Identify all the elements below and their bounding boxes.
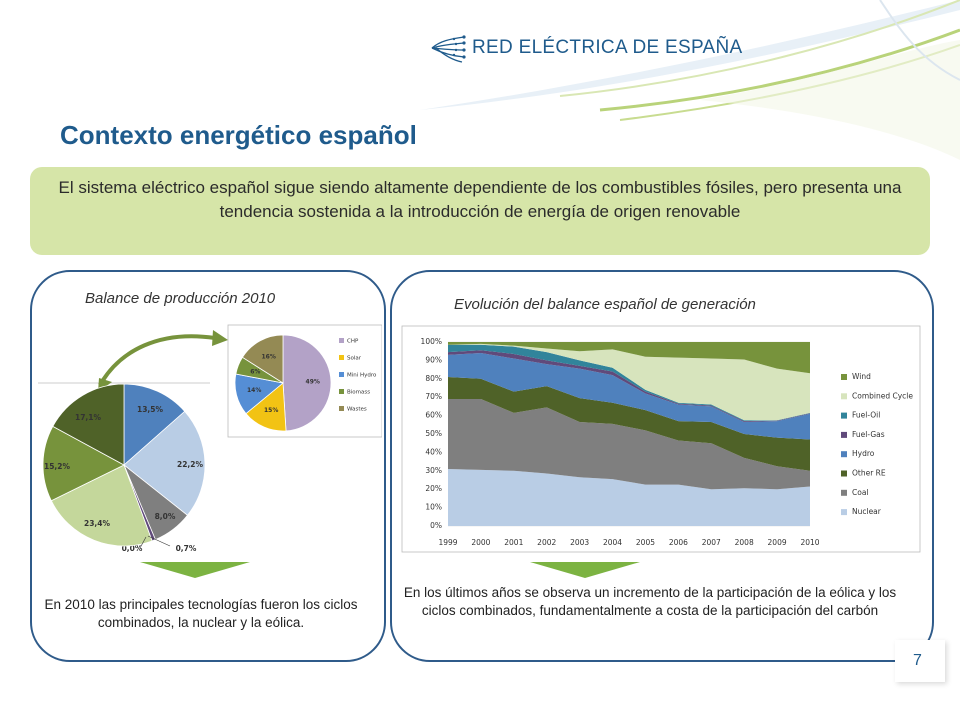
inset-pie-slice-label: 6% <box>250 369 260 376</box>
main-pie-slice-label: 23,4% <box>84 519 111 528</box>
main-pie-slice-label: 15,2% <box>44 462 71 471</box>
area-xtick-label: 2001 <box>504 538 523 547</box>
area-xtick-label: 2004 <box>603 538 622 547</box>
area-ytick-label: 80% <box>425 374 442 383</box>
area-legend-label: Nuclear <box>852 507 882 516</box>
curved-arrow-head <box>212 330 228 346</box>
area-legend-swatch <box>841 489 847 496</box>
area-ytick-label: 40% <box>425 447 442 456</box>
inset-legend-swatch <box>339 389 344 394</box>
logo-text: RED ELÉCTRICA DE ESPAÑA <box>472 37 743 58</box>
red-electrica-logo-icon <box>431 35 466 63</box>
inset-legend-swatch <box>339 372 344 377</box>
inset-legend-swatch <box>339 338 344 343</box>
area-series-coal <box>448 399 810 490</box>
area-ytick-label: 90% <box>425 355 442 364</box>
area-legend-label: Combined Cycle <box>852 391 913 400</box>
area-series-other-re <box>448 376 810 471</box>
main-pie-slice-label: 0,0% <box>122 544 143 553</box>
area-xtick-label: 2007 <box>702 538 721 547</box>
area-ytick-label: 100% <box>421 337 442 346</box>
area-xtick-label: 1999 <box>438 538 457 547</box>
area-legend-swatch <box>841 451 847 458</box>
pie-leader-line <box>139 536 147 549</box>
area-xtick-label: 2008 <box>735 538 754 547</box>
area-ytick-label: 30% <box>425 466 442 475</box>
area-xtick-label: 2003 <box>570 538 589 547</box>
area-legend-label: Other RE <box>852 469 886 478</box>
inset-pie-slice <box>282 334 332 432</box>
area-xtick-label: 2002 <box>537 538 556 547</box>
inset-pie-slice-label: 15% <box>264 407 278 414</box>
area-legend-label: Coal <box>852 488 869 497</box>
area-legend-swatch <box>841 509 847 516</box>
area-legend-label: Fuel-Gas <box>852 430 885 439</box>
company-logo: RED ELÉCTRICA DE ESPAÑA <box>430 28 743 68</box>
area-legend-label: Fuel-Oil <box>852 411 880 420</box>
page-title: Contexto energético español <box>60 120 417 150</box>
main-pie-slice <box>123 383 186 466</box>
area-legend-swatch <box>841 374 847 380</box>
area-legend-swatch <box>841 470 847 477</box>
area-legend-label: Wind <box>852 372 871 381</box>
main-pie-slice <box>52 383 125 466</box>
area-ytick-label: 50% <box>425 429 442 438</box>
inset-legend-label: Mini Hydro <box>347 373 377 379</box>
summary-banner <box>30 167 930 255</box>
area-xtick-label: 2009 <box>768 538 787 547</box>
area-series-wind <box>448 342 810 374</box>
main-pie-slice-label: 22,2% <box>177 460 204 469</box>
area-ytick-label: 0% <box>430 521 442 530</box>
generation-area-chart: 0% 10% 20% 30% 40% 50% 60% 70% 80% 90% 100% 1999 20… <box>401 325 921 553</box>
inset-pie-slice <box>241 334 284 384</box>
inset-pie-slice-label: 16% <box>261 353 275 360</box>
area-ytick-label: 70% <box>425 392 442 401</box>
summary-text: El sistema eléctrico español sigue siend… <box>58 178 902 221</box>
production-pie-charts: 13,5% 22,2% 8,0% 0,7% 0,0% 23,4% 15,2% 17,1% 49… <box>38 324 382 553</box>
left-panel-caption: En 2010 las principales tecnologías fuer… <box>44 597 358 630</box>
main-pie-slice <box>123 410 206 516</box>
area-xtick-label: 2005 <box>636 538 655 547</box>
pie-leader-line <box>147 535 171 547</box>
main-pie-slice <box>42 425 125 502</box>
main-pie: 13,5% 22,2% 8,0% 0,7% 0,0% 23,4% 15,2% 17,1% <box>42 383 206 553</box>
area-series-nuclear <box>448 468 810 526</box>
right-panel-caption: En los últimos años se observa un increm… <box>403 585 897 618</box>
area-legend-swatch <box>841 412 847 419</box>
right-panel-title: Evolución del balance español de generac… <box>454 296 756 313</box>
main-pie-slice-label: 0,7% <box>176 544 197 553</box>
inset-pie-slice-label: 14% <box>247 387 261 394</box>
area-xtick-label: 2000 <box>471 538 490 547</box>
area-series-combined-cycle <box>448 343 810 421</box>
inset-legend-label: Solar <box>347 356 362 362</box>
inset-pie-legend: CHP Solar Mini Hydro Biomass Wastes <box>339 338 377 413</box>
inset-legend-swatch <box>339 355 344 360</box>
area-ytick-label: 20% <box>425 484 442 493</box>
area-series-hydro <box>448 353 810 440</box>
inset-pie: 49% 15% 14% 6% 16% <box>234 334 332 432</box>
main-pie-slice-label: 8,0% <box>155 512 176 521</box>
area-legend-label: Hydro <box>852 449 875 458</box>
area-xtick-label: 2010 <box>800 538 819 547</box>
inset-legend-swatch <box>339 406 344 411</box>
area-ytick-label: 10% <box>425 503 442 512</box>
area-legend-swatch <box>841 431 847 438</box>
inset-pie-slice-label: 49% <box>306 379 320 386</box>
right-arrow-down <box>530 562 640 578</box>
main-pie-slice-label: 13,5% <box>137 405 164 414</box>
left-arrow-down <box>140 562 250 578</box>
curved-arrow <box>98 334 216 386</box>
main-pie-slice-label: 17,1% <box>75 413 102 422</box>
page-number: 7 <box>913 652 922 669</box>
area-ytick-label: 60% <box>425 411 442 420</box>
inset-legend-label: Biomass <box>347 390 370 396</box>
area-xtick-label: 2006 <box>669 538 688 547</box>
page-number-box: 7 <box>895 640 945 682</box>
area-legend-swatch <box>841 393 847 400</box>
inset-legend-label: Wastes <box>347 407 367 413</box>
inset-legend-label: CHP <box>347 339 359 345</box>
left-panel-title: Balance de producción 2010 <box>85 290 276 307</box>
